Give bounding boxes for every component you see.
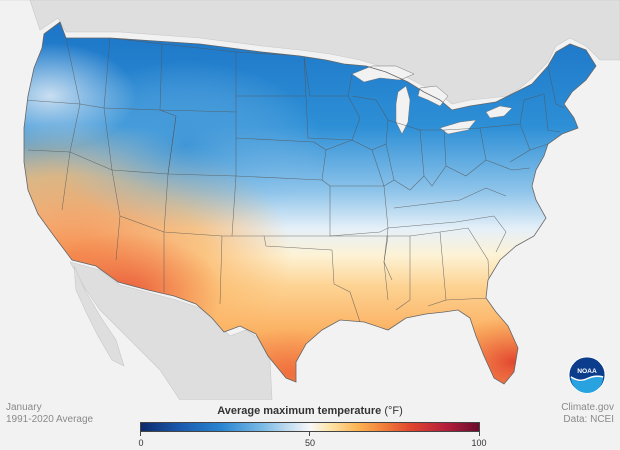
legend-title: Average maximum temperature (°F): [140, 405, 480, 417]
baja-peninsula: [73, 265, 125, 367]
legend-title-text: Average maximum temperature: [217, 405, 382, 417]
source-label: Climate.gov: [561, 402, 614, 413]
legend-color-bar: [140, 422, 480, 432]
noaa-logo: NOAA: [568, 356, 606, 394]
month-label: January: [6, 402, 42, 413]
legend-tick-100: 100: [471, 438, 487, 448]
legend-tick-mark-mid: [309, 432, 310, 436]
data-credit-label: Data: NCEI: [563, 414, 614, 425]
legend-unit: (°F): [384, 405, 403, 417]
temperature-map: [0, 0, 620, 400]
legend-tick-mark-max: [479, 432, 480, 436]
state-borders: [24, 37, 565, 323]
legend-tick-50: 50: [304, 438, 316, 448]
noaa-logo-text: NOAA: [577, 368, 597, 375]
footer: January 1991-2020 Average Average maximu…: [0, 398, 620, 450]
caption-left: January 1991-2020 Average: [6, 402, 93, 426]
legend-tick-0: 0: [138, 438, 144, 448]
legend-tick-mark-min: [140, 432, 141, 436]
caption-right: Climate.gov Data: NCEI: [561, 402, 614, 426]
period-label: 1991-2020 Average: [6, 414, 94, 425]
